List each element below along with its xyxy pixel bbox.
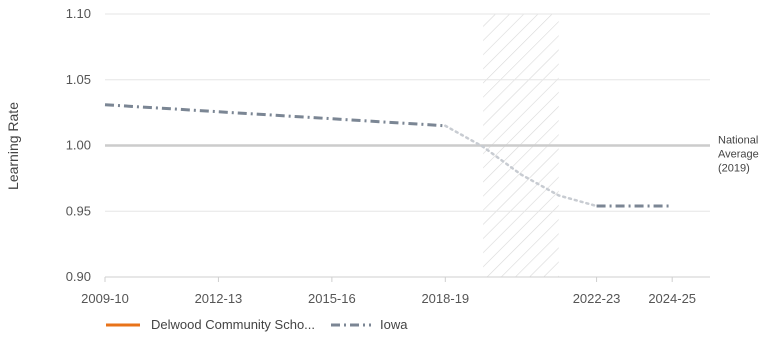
y-axis-label: Learning Rate [5,102,21,190]
y-tick-label: 1.00 [66,138,91,153]
legend-label-iowa: Iowa [380,317,408,332]
y-tick-label: 1.05 [66,72,91,87]
reference-line-label: (2019) [718,163,750,175]
x-tick-label: 2024-25 [648,291,696,306]
x-tick-label: 2022-23 [573,291,621,306]
series-line-iowa [104,103,446,128]
x-tick-label: 2018-19 [421,291,469,306]
y-tick-label: 0.95 [66,203,91,218]
x-tick-label: 2009-10 [81,291,129,306]
reference-line-label: Average [718,149,759,161]
y-tick-label: 1.10 [66,6,91,21]
x-tick-label: 2012-13 [195,291,243,306]
y-tick-label: 0.90 [66,269,91,284]
reference-line-label: National [718,135,758,147]
legend-label-delwood: Delwood Community Scho... [151,317,315,332]
x-tick-label: 2015-16 [308,291,356,306]
series-gap-line [444,124,598,208]
